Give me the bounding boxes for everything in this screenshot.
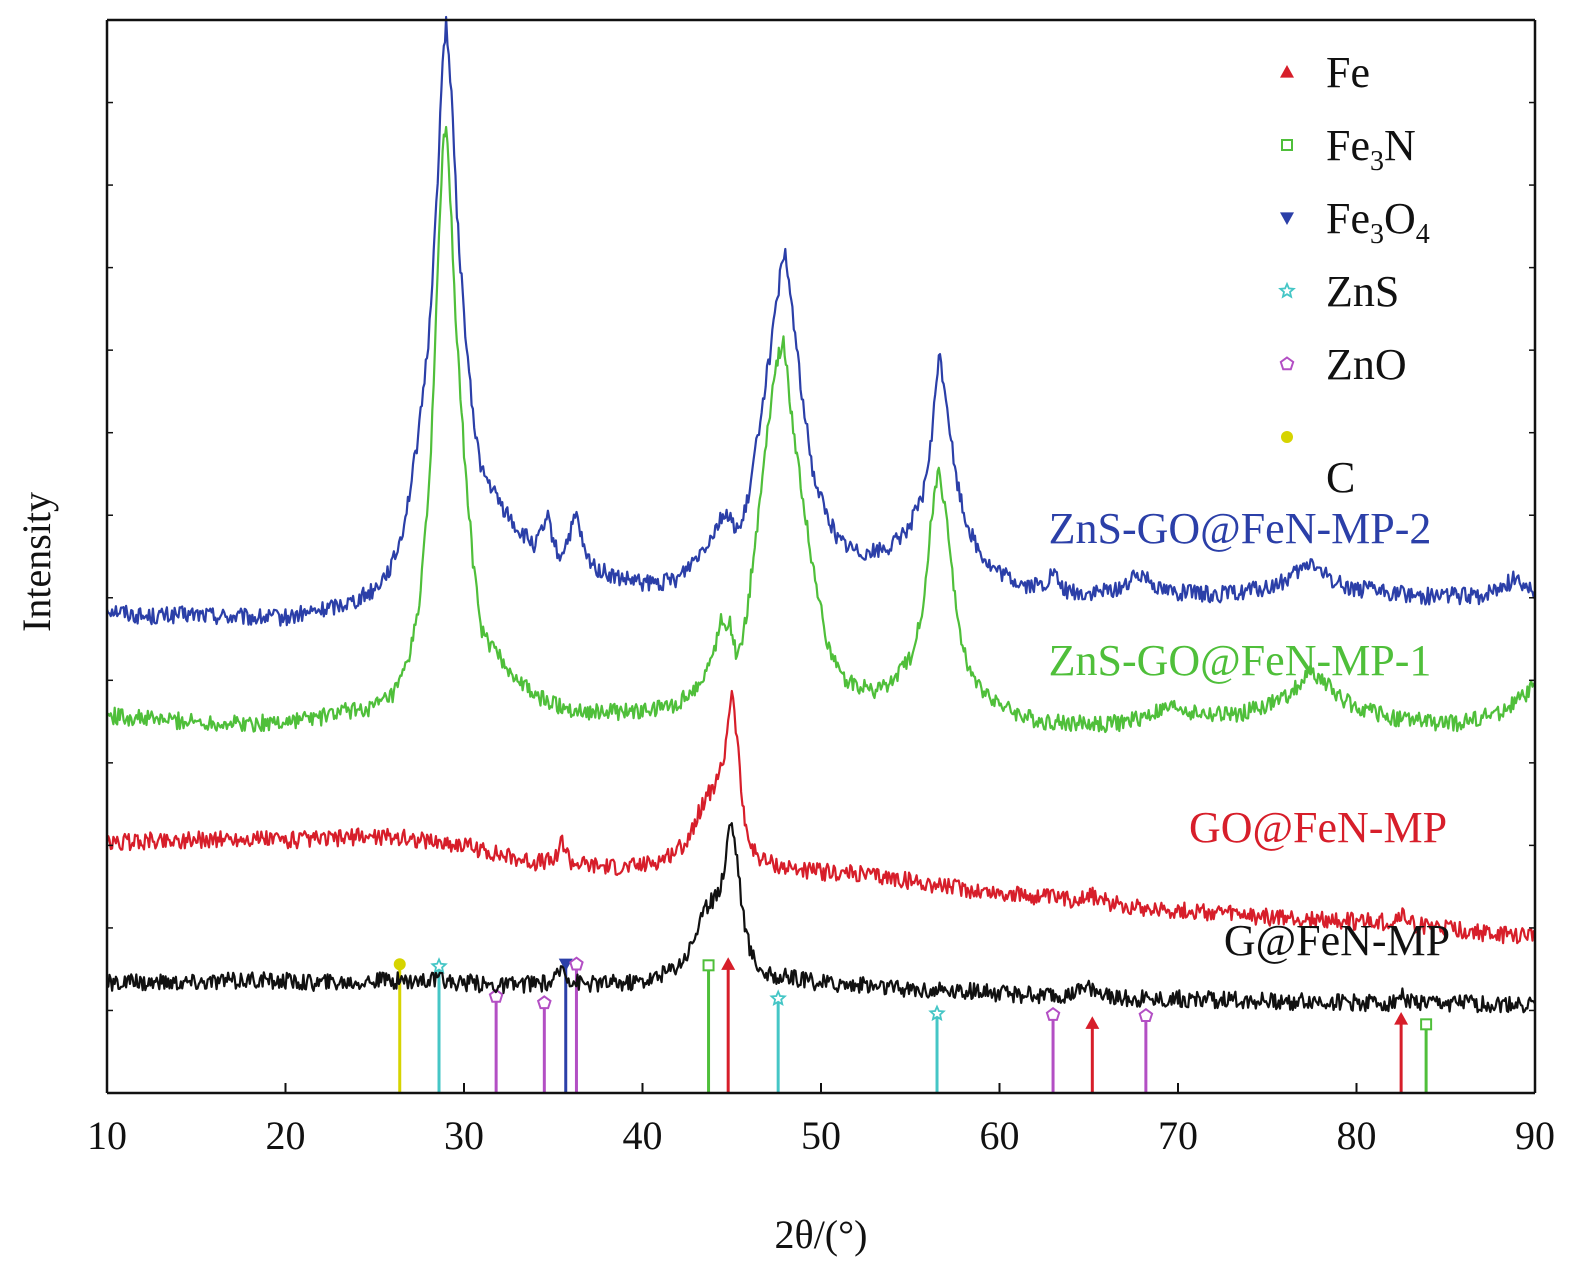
legend: Fe Fe3N Fe3O4 ZnS ZnO C bbox=[1278, 48, 1430, 502]
reference-line-zns bbox=[928, 1004, 946, 1093]
reference-line-fe3n bbox=[1420, 1018, 1433, 1093]
reference-marker-star-open bbox=[769, 989, 787, 1007]
x-axis-ticks: 10 20 30 40 50 60 70 80 90 bbox=[87, 1083, 1555, 1158]
reference-marker-pentagon-open bbox=[1045, 1006, 1061, 1021]
x-tick-label: 60 bbox=[980, 1113, 1020, 1158]
x-tick-label: 90 bbox=[1515, 1113, 1555, 1158]
legend-label: C bbox=[1326, 453, 1355, 502]
reference-line-fe bbox=[721, 957, 736, 1093]
legend-marker-triangle-up bbox=[1280, 65, 1294, 78]
legend-entry-fe3n: Fe3N bbox=[1281, 121, 1416, 177]
curve-labels: ZnS-GO@FeN-MP-2 ZnS-GO@FeN-MP-1 GO@FeN-MP G… bbox=[1049, 504, 1451, 965]
reference-marker-star-open bbox=[430, 957, 448, 974]
legend-label: Fe3O4 bbox=[1326, 194, 1430, 250]
curve-label-g-fen-mp: G@FeN-MP bbox=[1224, 916, 1450, 965]
reference-marker-square-open bbox=[702, 959, 715, 972]
x-tick-label: 20 bbox=[266, 1113, 306, 1158]
legend-entry-c: C bbox=[1281, 431, 1355, 502]
reference-line-zno bbox=[1138, 1007, 1154, 1093]
x-tick-label: 10 bbox=[87, 1113, 127, 1158]
legend-marker-triangle-down bbox=[1280, 212, 1294, 225]
reference-marker-pentagon-open bbox=[569, 956, 584, 971]
reference-marker-pentagon-open bbox=[488, 988, 504, 1003]
reference-line-zno bbox=[488, 988, 504, 1093]
legend-marker-circle-filled bbox=[1281, 431, 1293, 443]
x-tick-label: 30 bbox=[444, 1113, 484, 1158]
legend-label: ZnO bbox=[1326, 340, 1407, 389]
reference-line-zns bbox=[430, 957, 448, 1093]
series-line-g-fen-mp bbox=[105, 822, 1536, 1014]
legend-entry-fe: Fe bbox=[1280, 48, 1370, 97]
legend-label: Fe3N bbox=[1326, 121, 1416, 177]
reference-line-zno bbox=[536, 995, 552, 1093]
legend-entry-fe3o4: Fe3O4 bbox=[1280, 194, 1430, 250]
series-line-go-fen-mp bbox=[105, 689, 1537, 945]
legend-marker-star-open bbox=[1278, 281, 1296, 299]
reference-line-fe3n bbox=[702, 959, 715, 1093]
legend-marker-pentagon-open bbox=[1279, 356, 1295, 371]
x-tick-label: 50 bbox=[801, 1113, 841, 1158]
reference-marker-circle-filled bbox=[393, 958, 406, 971]
series-line-zns-go-fen-mp-1 bbox=[106, 125, 1536, 734]
x-axis-label: 2θ/(°) bbox=[775, 1212, 868, 1257]
reference-marker-triangle-up bbox=[1394, 1011, 1409, 1025]
reference-marker-star-open bbox=[928, 1004, 946, 1022]
series-line-zns-go-fen-mp-2 bbox=[105, 15, 1537, 627]
reference-marker-triangle-up bbox=[1085, 1016, 1100, 1029]
reference-line-zno bbox=[1045, 1006, 1061, 1093]
reference-marker-pentagon-open bbox=[1138, 1007, 1154, 1022]
reference-marker-pentagon-open bbox=[536, 995, 552, 1010]
x-tick-label: 80 bbox=[1337, 1113, 1377, 1158]
legend-entry-zno: ZnO bbox=[1279, 340, 1407, 389]
reference-line-zns bbox=[769, 989, 787, 1093]
legend-entry-zns: ZnS bbox=[1278, 267, 1399, 316]
x-tick-label: 40 bbox=[623, 1113, 663, 1158]
reference-line-fe bbox=[1394, 1011, 1409, 1093]
reference-lines bbox=[393, 956, 1433, 1093]
reference-line-fe bbox=[1085, 1016, 1100, 1093]
series-layer bbox=[105, 15, 1537, 1014]
y-axis-label: Intensity bbox=[14, 492, 59, 632]
x-tick-label: 70 bbox=[1158, 1113, 1198, 1158]
legend-label: ZnS bbox=[1326, 267, 1399, 316]
curve-label-zns-go-fen-mp-2: ZnS-GO@FeN-MP-2 bbox=[1049, 504, 1432, 553]
reference-line-c bbox=[393, 958, 406, 1093]
reference-marker-square-open bbox=[1420, 1018, 1433, 1031]
curve-label-go-fen-mp: GO@FeN-MP bbox=[1189, 803, 1447, 852]
legend-marker-square-open bbox=[1281, 139, 1293, 151]
legend-label: Fe bbox=[1326, 48, 1370, 97]
curve-label-zns-go-fen-mp-1: ZnS-GO@FeN-MP-1 bbox=[1049, 636, 1432, 685]
reference-marker-triangle-up bbox=[721, 957, 736, 970]
